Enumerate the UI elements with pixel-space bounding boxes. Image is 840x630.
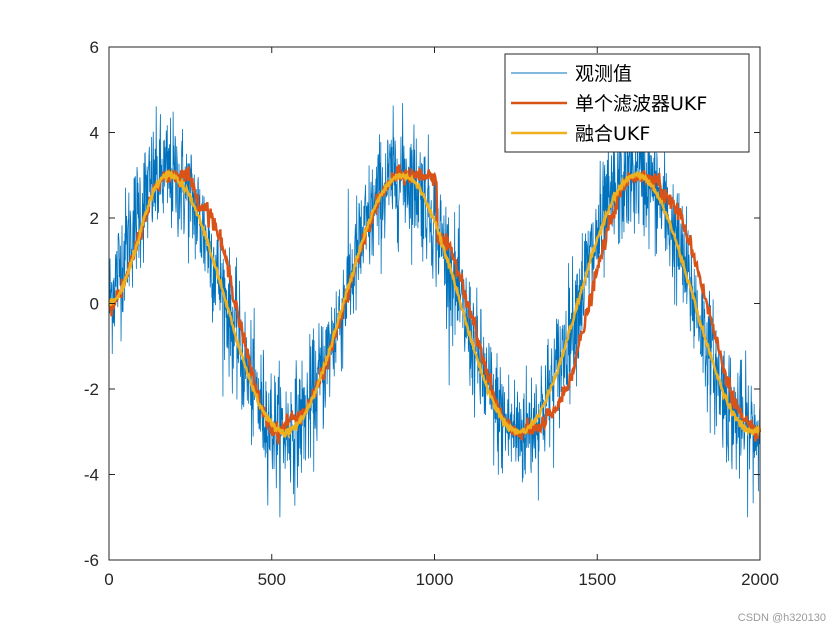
y-tick-label: -6 xyxy=(84,551,99,570)
x-tick-label: 0 xyxy=(104,570,113,589)
series-layer xyxy=(107,103,762,518)
y-tick-label: 2 xyxy=(90,209,99,228)
y-tick-label: 4 xyxy=(90,124,99,143)
y-tick-label: 6 xyxy=(90,38,99,57)
y-tick-label: -2 xyxy=(84,380,99,399)
series-single-ukf-line xyxy=(107,164,762,445)
legend: 观测值 单个滤波器UKF 融合UKF xyxy=(504,53,750,153)
x-tick-label: 2000 xyxy=(741,570,779,589)
y-tick-label: 0 xyxy=(90,295,99,314)
series-observation-line xyxy=(108,103,761,518)
watermark-text: CSDN @h320130 xyxy=(737,612,826,624)
legend-label-fused-ukf: 融合UKF xyxy=(575,123,650,145)
x-tick-label: 500 xyxy=(258,570,286,589)
series-fused-ukf-line xyxy=(108,169,762,440)
legend-label-observation: 观测值 xyxy=(575,63,632,85)
x-tick-label: 1500 xyxy=(578,570,616,589)
x-tick-label: 1000 xyxy=(416,570,454,589)
legend-label-single-ukf: 单个滤波器UKF xyxy=(575,93,707,115)
y-tick-label: -4 xyxy=(84,466,99,485)
axis-layer: 0 500 1000 1500 2000 -6 -4 -2 0 2 4 6 xyxy=(84,38,779,589)
